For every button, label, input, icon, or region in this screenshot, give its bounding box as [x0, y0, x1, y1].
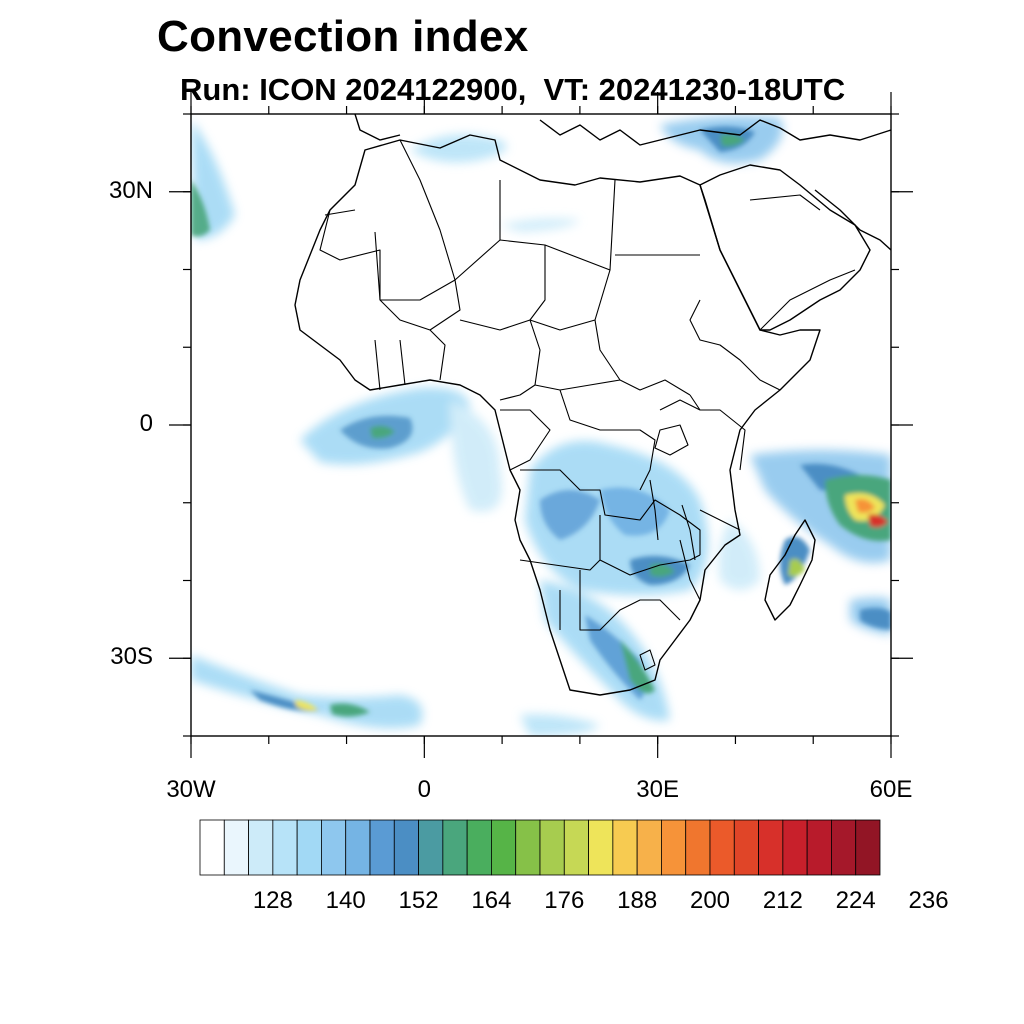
x-tick-label: 60E [869, 776, 913, 803]
colorbar-label: 140 [325, 887, 366, 914]
colorbar-label: 128 [252, 887, 293, 914]
x-tick-label: 0 [417, 776, 432, 803]
colorbar-box [855, 819, 881, 876]
colorbar-box [248, 819, 274, 876]
colorbar-box [272, 819, 298, 876]
chart-subtitle: Run: ICON 2024122900, VT: 20241230-18UTC [180, 72, 846, 107]
colorbar-box [442, 819, 468, 876]
colorbar-box [199, 819, 225, 876]
iberia-coast [354, 114, 401, 141]
colorbar-box [223, 819, 249, 876]
colorbar-box [491, 819, 517, 876]
colorbar-box [758, 819, 784, 876]
colorbar-label: 224 [835, 887, 876, 914]
colorbar-label: 176 [544, 887, 585, 914]
colorbar-box [709, 819, 735, 876]
field-sahara-streak [500, 218, 580, 232]
colorbar-box [685, 819, 711, 876]
arabia-coastline [699, 164, 871, 331]
europe-coast [539, 119, 891, 146]
colorbar-box [563, 819, 589, 876]
x-tick-label: 30W [166, 776, 216, 803]
chart-title: Convection index [157, 12, 529, 61]
colorbar-box [418, 819, 444, 876]
colorbar-box [831, 819, 857, 876]
y-tick-label: 0 [139, 410, 153, 437]
colorbar-box [515, 819, 541, 876]
lakes [649, 424, 696, 561]
field-mozambique [718, 520, 760, 590]
colorbar-label: 236 [908, 887, 949, 914]
colorbar-box [733, 819, 759, 876]
country-borders [319, 139, 856, 671]
colorbar-box [806, 819, 832, 876]
persian-gulf [814, 189, 891, 251]
field-mediterranean [410, 134, 507, 163]
colorbar-box [369, 819, 395, 876]
colorbar-box [636, 819, 662, 876]
colorbar-label: 152 [398, 887, 439, 914]
coastlines-and-borders [294, 114, 891, 696]
africa-coastline [294, 134, 821, 696]
y-tick-label: 30N [108, 176, 153, 204]
field-south-cape [520, 714, 600, 736]
colorbar-box [345, 819, 371, 876]
colorbar-label: 164 [471, 887, 512, 914]
colorbar-box [321, 819, 347, 876]
madagascar-coastline [764, 519, 816, 621]
field-atlantic-eq [450, 400, 502, 512]
colorbar-box [661, 819, 687, 876]
colorbar-box [296, 819, 322, 876]
colorbar-label: 188 [617, 887, 658, 914]
colorbar-box [782, 819, 808, 876]
colorbar-box [539, 819, 565, 876]
axis-ticks [169, 92, 913, 758]
colorbar-box [466, 819, 492, 876]
convection-field [191, 116, 891, 736]
colorbar-label: 212 [762, 887, 803, 914]
colorbar-box [612, 819, 638, 876]
colorbar-box [393, 819, 419, 876]
colorbar-box [588, 819, 614, 876]
x-tick-label: 30E [636, 776, 680, 803]
y-tick-label: 30S [110, 643, 153, 671]
colorbar-label: 200 [689, 887, 731, 914]
